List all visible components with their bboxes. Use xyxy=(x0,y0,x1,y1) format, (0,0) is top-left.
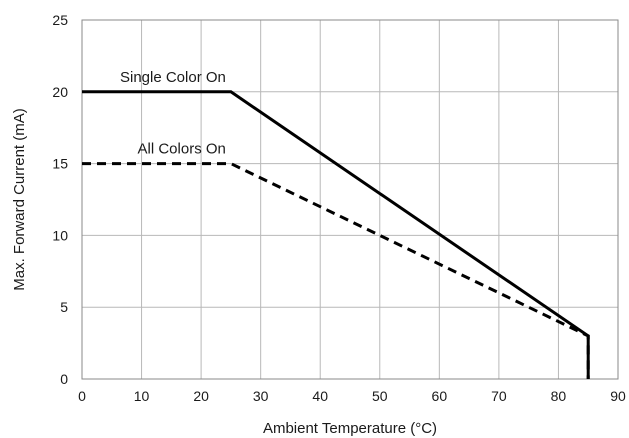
y-tick-label: 25 xyxy=(52,12,68,28)
series-label-0: Single Color On xyxy=(120,69,226,86)
series-label-1: All Colors On xyxy=(138,141,226,158)
x-axis-ticks: 0 10 20 30 40 50 60 70 80 90 xyxy=(78,388,626,404)
x-tick-label: 40 xyxy=(312,388,328,404)
plot-area-frame xyxy=(81,19,619,380)
y-tick-label: 20 xyxy=(52,84,68,100)
x-axis-title: Ambient Temperature (°C) xyxy=(263,420,437,437)
series-lines xyxy=(82,90,590,379)
x-tick-label: 30 xyxy=(253,388,269,404)
x-tick-label: 70 xyxy=(491,388,507,404)
series-annotations: Single Color On All Colors On xyxy=(120,69,226,158)
series-line-1 xyxy=(82,162,590,379)
x-tick-label: 60 xyxy=(432,388,448,404)
x-tick-label: 0 xyxy=(78,388,86,404)
y-tick-label: 0 xyxy=(60,371,68,387)
y-axis-ticks: 0 5 10 15 20 25 xyxy=(52,12,68,387)
x-tick-label: 50 xyxy=(372,388,388,404)
series-line-0 xyxy=(82,90,590,379)
y-tick-label: 5 xyxy=(60,299,68,315)
y-tick-label: 10 xyxy=(52,227,68,243)
x-tick-label: 80 xyxy=(551,388,567,404)
x-tick-label: 10 xyxy=(134,388,150,404)
x-tick-label: 20 xyxy=(193,388,209,404)
y-tick-label: 15 xyxy=(52,156,68,172)
y-axis-title: Max. Forward Current (mA) xyxy=(11,108,28,291)
x-tick-label: 90 xyxy=(610,388,626,404)
